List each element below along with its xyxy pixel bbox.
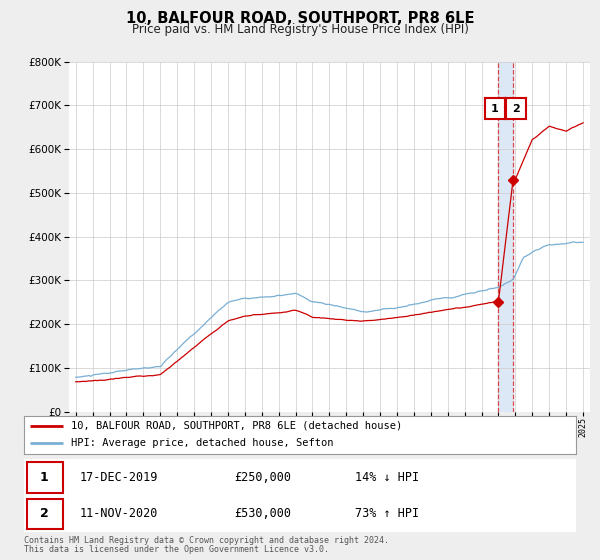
Text: 14% ↓ HPI: 14% ↓ HPI [355,471,419,484]
FancyBboxPatch shape [27,462,62,493]
Text: HPI: Average price, detached house, Sefton: HPI: Average price, detached house, Seft… [71,438,334,449]
Text: 10, BALFOUR ROAD, SOUTHPORT, PR8 6LE: 10, BALFOUR ROAD, SOUTHPORT, PR8 6LE [126,11,474,26]
Text: Price paid vs. HM Land Registry's House Price Index (HPI): Price paid vs. HM Land Registry's House … [131,23,469,36]
Text: 11-NOV-2020: 11-NOV-2020 [79,507,158,520]
Text: 10, BALFOUR ROAD, SOUTHPORT, PR8 6LE (detached house): 10, BALFOUR ROAD, SOUTHPORT, PR8 6LE (de… [71,421,402,431]
Bar [498,62,513,412]
FancyBboxPatch shape [27,498,62,529]
Text: 2: 2 [40,507,49,520]
Text: 73% ↑ HPI: 73% ↑ HPI [355,507,419,520]
Text: 1: 1 [491,104,499,114]
Text: 1: 1 [40,471,49,484]
Text: 2: 2 [512,104,520,114]
Text: £250,000: £250,000 [234,471,291,484]
Text: £530,000: £530,000 [234,507,291,520]
Text: Contains HM Land Registry data © Crown copyright and database right 2024.: Contains HM Land Registry data © Crown c… [24,536,389,545]
Text: 17-DEC-2019: 17-DEC-2019 [79,471,158,484]
Text: This data is licensed under the Open Government Licence v3.0.: This data is licensed under the Open Gov… [24,545,329,554]
